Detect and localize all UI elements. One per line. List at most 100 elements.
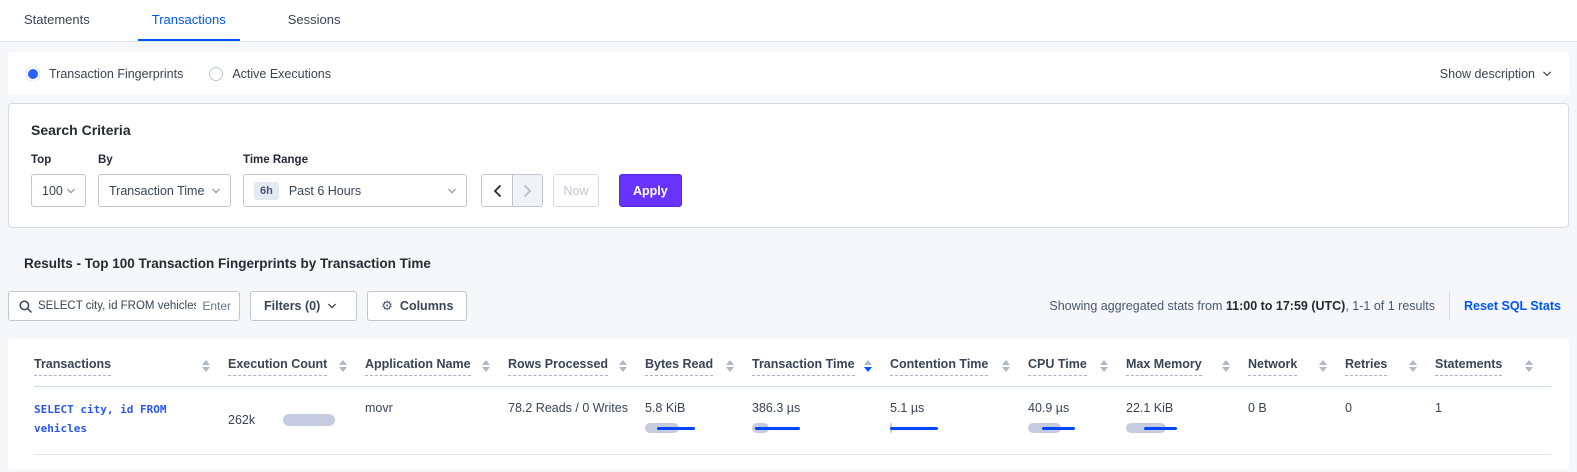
chevron-left-icon xyxy=(493,184,501,197)
time-range-stepper xyxy=(481,174,543,207)
column-header-transaction-time[interactable]: Transaction Time xyxy=(752,345,890,387)
bytes-read-bar-chart xyxy=(645,422,715,434)
now-button[interactable]: Now xyxy=(553,174,599,207)
tab-sessions[interactable]: Sessions xyxy=(287,12,341,27)
sort-icon[interactable] xyxy=(1002,360,1010,372)
sort-icon[interactable] xyxy=(202,360,210,372)
cell-application-name: movr xyxy=(365,387,508,456)
filters-label: Filters (0) xyxy=(264,299,321,313)
divider xyxy=(1448,292,1450,320)
cpu-time-bar-chart xyxy=(1028,422,1098,434)
sort-icon[interactable] xyxy=(1319,360,1327,372)
table-header-row: Transactions Execution Count Application… xyxy=(8,345,1569,387)
top-select[interactable]: 100 xyxy=(31,174,86,207)
show-description-label: Show description xyxy=(1439,66,1535,81)
tab-transactions[interactable]: Transactions xyxy=(137,0,240,41)
results-controls: SELECT city, id FROM vehicles W Enter Fi… xyxy=(8,291,1561,321)
radio-transaction-fingerprints[interactable]: Transaction Fingerprints xyxy=(26,66,184,81)
view-toggle-bar: Transaction Fingerprints Active Executio… xyxy=(8,52,1569,95)
sort-icon[interactable] xyxy=(619,360,627,372)
radio-active-executions[interactable]: Active Executions xyxy=(209,66,331,81)
by-select[interactable]: Transaction Time xyxy=(98,174,231,207)
radio-unselected-icon[interactable] xyxy=(209,66,224,81)
time-range-select[interactable]: 6h Past 6 Hours xyxy=(243,174,467,207)
chevron-down-icon xyxy=(212,188,220,193)
reset-sql-stats-link[interactable]: Reset SQL Stats xyxy=(1463,299,1561,313)
sort-icon[interactable] xyxy=(1100,360,1108,372)
mean-line xyxy=(1042,426,1075,430)
time-range-value: Past 6 Hours xyxy=(288,183,362,198)
chevron-right-icon xyxy=(523,184,531,197)
gear-icon: ⚙ xyxy=(381,298,393,314)
by-select-value: Transaction Time xyxy=(109,183,205,198)
column-header-cpu-time[interactable]: CPU Time xyxy=(1028,345,1126,387)
sort-icon[interactable] xyxy=(1409,360,1417,372)
column-header-network[interactable]: Network xyxy=(1248,345,1345,387)
column-header-execution-count[interactable]: Execution Count xyxy=(228,345,365,387)
show-description-toggle[interactable]: Show description xyxy=(1440,67,1551,81)
previous-time-range-button[interactable] xyxy=(482,175,512,206)
sort-desc-icon[interactable] xyxy=(864,360,872,372)
time-range-badge: 6h xyxy=(254,181,279,200)
max-memory-value: 22.1 KiB xyxy=(1126,401,1174,415)
top-select-value: 100 xyxy=(42,183,63,198)
contention-time-bar-chart xyxy=(890,422,960,434)
tab-statements[interactable]: Statements xyxy=(24,12,90,27)
cell-statements: 1 xyxy=(1435,387,1551,456)
search-input[interactable]: SELECT city, id FROM vehicles W Enter xyxy=(8,291,240,321)
search-criteria-title: Search Criteria xyxy=(31,122,131,138)
statements-value: 1 xyxy=(1435,401,1442,415)
mean-line xyxy=(755,426,800,430)
top-label: Top xyxy=(31,154,52,166)
sort-icon[interactable] xyxy=(482,360,490,372)
cell-transaction-time: 386.3 µs xyxy=(752,387,890,456)
sort-icon[interactable] xyxy=(339,360,347,372)
filters-button[interactable]: Filters (0) xyxy=(250,291,358,321)
column-header-rows-processed[interactable]: Rows Processed xyxy=(508,345,645,387)
by-field: By Transaction Time xyxy=(98,154,231,207)
top-field: Top 100 xyxy=(31,154,86,207)
mean-line xyxy=(657,426,695,430)
rows-processed-value: 78.2 Reads / 0 Writes xyxy=(508,401,628,415)
columns-button[interactable]: ⚙ Columns xyxy=(367,291,468,321)
cell-rows-processed: 78.2 Reads / 0 Writes xyxy=(508,387,645,456)
sort-icon[interactable] xyxy=(726,360,734,372)
search-input-value[interactable]: SELECT city, id FROM vehicles W xyxy=(38,300,197,312)
time-range-field: Time Range 6h Past 6 Hours xyxy=(243,154,467,207)
search-criteria-panel: Search Criteria Top 100 By Transaction T… xyxy=(8,103,1569,228)
search-enter-hint[interactable]: Enter xyxy=(202,299,231,313)
next-time-range-button[interactable] xyxy=(512,175,542,206)
transaction-fingerprint-link[interactable]: SELECT city, id FROM vehicles xyxy=(34,403,167,435)
column-header-contention-time[interactable]: Contention Time xyxy=(890,345,1028,387)
page-tabs: Statements Transactions Sessions xyxy=(0,0,1577,42)
mean-line xyxy=(1144,426,1177,430)
cell-network: 0 B xyxy=(1248,387,1345,456)
stats-time-range: 11:00 to 17:59 (UTC) xyxy=(1225,299,1346,313)
mean-line xyxy=(890,426,938,430)
table-row: SELECT city, id FROM vehicles 262k movr … xyxy=(8,387,1569,456)
sort-icon[interactable] xyxy=(1525,360,1533,372)
cell-retries: 0 xyxy=(1345,387,1435,456)
column-header-max-memory[interactable]: Max Memory xyxy=(1126,345,1248,387)
stats-area: Showing aggregated stats from 11:00 to 1… xyxy=(1049,292,1561,320)
transaction-time-bar-chart xyxy=(752,422,822,434)
column-header-transactions[interactable]: Transactions xyxy=(34,345,228,387)
radio-label: Transaction Fingerprints xyxy=(49,66,184,81)
max-memory-bar-chart xyxy=(1126,422,1196,434)
column-header-statements[interactable]: Statements xyxy=(1435,345,1551,387)
column-header-bytes-read[interactable]: Bytes Read xyxy=(645,345,752,387)
cell-cpu-time: 40.9 µs xyxy=(1028,387,1126,456)
by-label: By xyxy=(98,154,113,166)
apply-button[interactable]: Apply xyxy=(619,174,682,207)
column-header-retries[interactable]: Retries xyxy=(1345,345,1435,387)
search-icon xyxy=(19,299,32,313)
contention-time-value: 5.1 µs xyxy=(890,401,925,415)
radio-label: Active Executions xyxy=(232,66,331,81)
column-header-application-name[interactable]: Application Name xyxy=(365,345,508,387)
aggregated-stats-text: Showing aggregated stats from 11:00 to 1… xyxy=(1049,299,1435,313)
application-name-value: movr xyxy=(365,401,393,415)
sort-icon[interactable] xyxy=(1222,360,1230,372)
chevron-down-icon xyxy=(67,188,75,193)
retries-value: 0 xyxy=(1345,401,1352,415)
radio-selected-icon[interactable] xyxy=(26,66,40,81)
